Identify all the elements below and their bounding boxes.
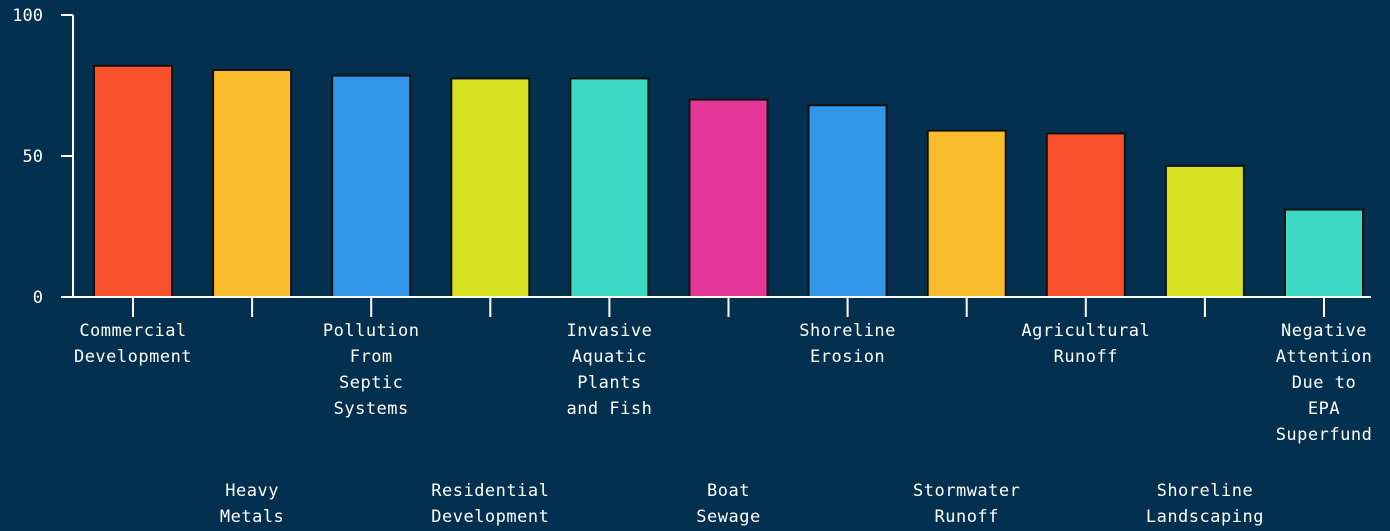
x-axis-labels: Commercial Development Heavy Metals Pollutio… <box>74 321 1372 527</box>
bar <box>93 64 173 299</box>
x-tick-label: Runoff <box>934 507 998 527</box>
bar <box>450 77 531 298</box>
bar <box>1164 164 1245 298</box>
y-tick-label: 100 <box>12 6 43 26</box>
x-tick-label: Shoreline <box>799 321 896 341</box>
x-tick-label: Commercial <box>79 321 186 341</box>
x-tick-label: Development <box>431 507 549 527</box>
x-tick-label: Sewage <box>696 507 760 527</box>
x-tick-label: Septic <box>339 373 403 393</box>
x-tick-label: Landscaping <box>1146 507 1264 527</box>
bar <box>569 77 650 298</box>
x-tick-label: Negative <box>1281 321 1367 341</box>
y-tick-label: 0 <box>33 288 43 308</box>
x-tick-label: Residential <box>431 481 549 501</box>
y-axis: 0 50 100 <box>12 6 74 308</box>
x-tick-label: Erosion <box>810 347 885 367</box>
x-tick-label: Heavy <box>225 481 279 501</box>
y-tick-label: 50 <box>23 147 43 167</box>
x-axis <box>73 296 1371 317</box>
x-tick-label: Attention <box>1276 347 1373 367</box>
x-tick-label: Metals <box>220 507 284 527</box>
x-tick-label: Stormwater <box>913 481 1020 501</box>
x-tick-label: Runoff <box>1054 347 1118 367</box>
bar <box>688 98 769 298</box>
bar <box>1045 132 1126 298</box>
x-tick-label: EPA <box>1308 399 1340 419</box>
x-tick-label: Superfund <box>1276 425 1373 445</box>
bar <box>807 104 888 298</box>
x-tick-label: Due to <box>1292 373 1356 393</box>
x-tick-label: Boat <box>707 481 750 501</box>
x-tick-label: Plants <box>577 373 641 393</box>
bars <box>93 64 1364 299</box>
x-tick-label: Agricultural <box>1021 321 1150 341</box>
x-tick-label: Pollution <box>323 321 420 341</box>
x-tick-label: Systems <box>334 399 409 419</box>
x-tick-label: Development <box>74 347 192 367</box>
bar <box>926 129 1007 298</box>
x-tick-label: Aquatic <box>572 347 647 367</box>
x-tick-label: Shoreline <box>1157 481 1254 501</box>
bar <box>1284 208 1364 298</box>
x-tick-label: From <box>350 347 393 367</box>
bar <box>212 68 293 298</box>
x-tick-label: and Fish <box>566 399 652 419</box>
x-tick-label: Invasive <box>566 321 652 341</box>
bar <box>331 74 412 298</box>
